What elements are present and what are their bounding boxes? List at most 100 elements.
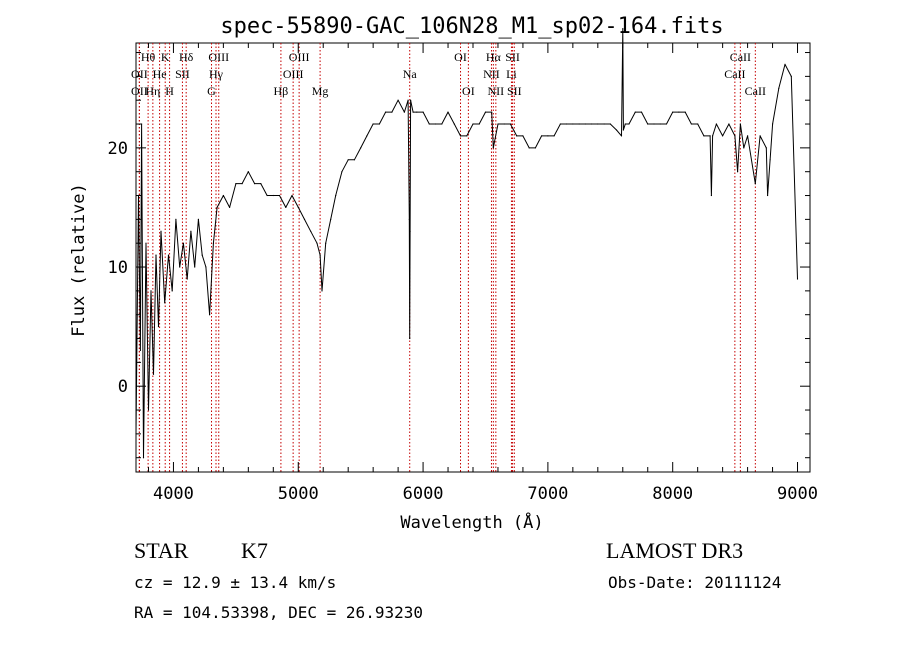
x-tick-label: 5000 (278, 484, 319, 504)
y-tick-label: 10 (108, 258, 128, 278)
plot-frame (135, 42, 811, 473)
data-point (145, 242, 147, 244)
data-point (142, 457, 145, 459)
data-point (160, 230, 162, 232)
data-point (366, 135, 368, 137)
data-point (385, 111, 387, 113)
data-point (147, 409, 150, 411)
emission-line-label: Hα (486, 50, 502, 64)
data-point (710, 194, 713, 197)
emission-line-label: CaII (745, 84, 766, 98)
emission-line-label: OI (462, 84, 475, 98)
data-point (341, 171, 343, 173)
x-tick-label: 9000 (777, 484, 818, 504)
emission-line-markers (138, 43, 756, 472)
data-point (622, 28, 624, 30)
data-point (235, 183, 237, 185)
data-point (772, 123, 774, 125)
data-point (190, 230, 192, 232)
data-point (640, 111, 643, 113)
data-point (653, 123, 655, 125)
data-point (416, 111, 418, 113)
emission-line-label: CaII (724, 67, 745, 81)
data-point (591, 123, 593, 125)
data-point (615, 129, 618, 131)
data-point (378, 123, 380, 125)
data-point (754, 183, 756, 185)
flux-series (135, 28, 799, 459)
data-point (409, 337, 411, 340)
data-point (407, 99, 409, 101)
data-point (194, 266, 196, 268)
emission-line-label: OIII (208, 50, 229, 64)
data-point (484, 111, 487, 113)
data-point (534, 147, 537, 149)
emission-line-label: Hδ (179, 50, 194, 64)
survey-name: LAMOST DR3 (606, 538, 744, 563)
data-point (209, 314, 211, 316)
data-point (325, 242, 327, 244)
data-point (247, 171, 249, 173)
data-point (303, 218, 306, 220)
data-point (728, 123, 730, 125)
emission-line-label: NII (488, 84, 505, 98)
data-point (796, 278, 799, 280)
data-point (659, 123, 661, 125)
data-point (335, 194, 337, 197)
data-point (790, 75, 792, 77)
x-tick-label: 4000 (153, 484, 194, 504)
data-point (410, 99, 412, 101)
data-point (703, 135, 705, 137)
data-point (522, 135, 524, 137)
data-point (634, 111, 636, 113)
emission-line-label: OIII (289, 50, 310, 64)
data-point (678, 111, 680, 113)
data-point (492, 147, 494, 149)
emission-line-label: Hβ (274, 84, 289, 98)
emission-line-label: G (207, 84, 216, 98)
emission-line-label: NII (483, 67, 500, 81)
data-point (171, 290, 173, 292)
emission-line-label: H (165, 84, 174, 98)
emission-line-label: SII (507, 84, 522, 98)
data-point (152, 373, 155, 375)
data-point (459, 135, 462, 137)
data-point (528, 147, 530, 149)
data-point (141, 123, 143, 125)
data-point (397, 99, 399, 101)
data-point (409, 230, 411, 232)
data-point (310, 230, 312, 232)
data-point (316, 242, 318, 244)
data-point (330, 218, 332, 220)
emission-line-label: OIII (283, 67, 304, 81)
data-point (503, 123, 505, 125)
data-point (422, 111, 424, 113)
data-point (266, 194, 268, 197)
data-point (222, 194, 224, 197)
data-point (175, 218, 177, 220)
data-point (553, 135, 555, 137)
data-point (709, 135, 711, 137)
chart-title: spec-55890-GAC_106N28_M1_sp02-164.fits (220, 14, 723, 39)
data-point (715, 123, 718, 125)
data-point (478, 123, 480, 125)
data-point (578, 123, 580, 125)
data-point (566, 123, 568, 125)
data-point (466, 135, 468, 137)
data-point (722, 135, 724, 137)
data-point (186, 278, 188, 280)
emission-line-label: Hη (145, 84, 160, 98)
data-point (321, 290, 323, 292)
data-point (559, 123, 562, 125)
data-point (285, 206, 287, 208)
data-point (747, 135, 749, 137)
data-point (665, 123, 668, 125)
data-point (167, 254, 170, 256)
data-point (765, 147, 767, 149)
data-point (734, 135, 736, 137)
y-tick-label: 0 (118, 377, 128, 397)
data-point (769, 159, 771, 161)
data-point (212, 242, 214, 244)
